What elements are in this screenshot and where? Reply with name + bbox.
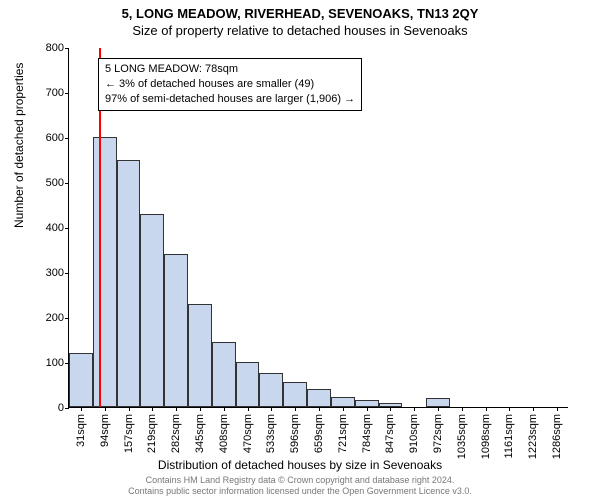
x-tick-label: 1098sqm [480,414,492,459]
x-tick-mark [367,407,368,411]
histogram-bar [331,397,355,407]
histogram-bar [212,342,236,407]
y-tick-mark [65,318,69,319]
x-axis-label: Distribution of detached houses by size … [0,458,600,472]
x-tick-label: 533sqm [265,414,277,453]
y-tick-label: 0 [24,402,64,414]
histogram-bar [236,362,260,407]
histogram-bar [355,400,379,407]
y-tick-label: 400 [24,222,64,234]
x-tick-mark [271,407,272,411]
x-tick-label: 721sqm [337,414,349,453]
x-tick-mark [533,407,534,411]
x-tick-mark [295,407,296,411]
y-tick-label: 100 [24,357,64,369]
x-tick-mark [319,407,320,411]
histogram-bar [140,214,164,408]
y-tick-label: 700 [24,87,64,99]
y-tick-label: 300 [24,267,64,279]
y-tick-label: 500 [24,177,64,189]
chart-area: 010020030040050060070080031sqm94sqm157sq… [68,48,568,408]
y-tick-mark [65,273,69,274]
x-tick-label: 219sqm [146,414,158,453]
x-tick-mark [176,407,177,411]
x-tick-mark [224,407,225,411]
y-tick-mark [65,138,69,139]
x-tick-label: 972sqm [432,414,444,453]
x-tick-label: 659sqm [313,414,325,453]
x-tick-label: 596sqm [289,414,301,453]
x-tick-label: 408sqm [218,414,230,453]
x-tick-mark [509,407,510,411]
x-tick-mark [486,407,487,411]
histogram-bar [188,304,212,408]
x-tick-label: 470sqm [242,414,254,453]
x-tick-label: 345sqm [194,414,206,453]
x-tick-label: 157sqm [123,414,135,453]
y-tick-mark [65,228,69,229]
x-tick-mark [81,407,82,411]
x-tick-mark [105,407,106,411]
histogram-bar [117,160,141,408]
y-tick-label: 800 [24,42,64,54]
x-tick-mark [390,407,391,411]
annotation-line-1: 5 LONG MEADOW: 78sqm [105,62,355,77]
x-tick-label: 910sqm [408,414,420,453]
y-tick-mark [65,183,69,184]
x-tick-mark [129,407,130,411]
footer-line-2: Contains public sector information licen… [0,486,600,497]
footer-line-1: Contains HM Land Registry data © Crown c… [0,475,600,486]
x-tick-mark [438,407,439,411]
histogram-bar [259,373,283,407]
y-tick-mark [65,93,69,94]
x-tick-mark [248,407,249,411]
x-tick-label: 31sqm [75,414,87,447]
y-tick-mark [65,48,69,49]
x-tick-mark [152,407,153,411]
annotation-box: 5 LONG MEADOW: 78sqm ← 3% of detached ho… [98,58,362,111]
histogram-bar [426,398,450,407]
page-subtitle: Size of property relative to detached ho… [0,21,600,38]
x-tick-label: 1035sqm [456,414,468,459]
annotation-line-3: 97% of semi-detached houses are larger (… [105,92,355,107]
annotation-line-2: ← 3% of detached houses are smaller (49) [105,77,355,92]
y-tick-label: 200 [24,312,64,324]
histogram-bar [283,382,307,407]
x-tick-label: 784sqm [361,414,373,453]
x-tick-label: 1223sqm [527,414,539,459]
x-tick-mark [200,407,201,411]
x-tick-label: 1286sqm [551,414,563,459]
x-tick-label: 94sqm [99,414,111,447]
histogram-bar [93,137,117,407]
footer-attribution: Contains HM Land Registry data © Crown c… [0,475,600,497]
x-tick-label: 282sqm [170,414,182,453]
x-tick-label: 847sqm [384,414,396,453]
y-tick-mark [65,408,69,409]
histogram-bar [307,389,331,407]
x-tick-label: 1161sqm [503,414,515,458]
x-tick-mark [557,407,558,411]
x-tick-mark [414,407,415,411]
x-tick-mark [462,407,463,411]
x-tick-mark [343,407,344,411]
y-tick-label: 600 [24,132,64,144]
histogram-bar [164,254,188,407]
page-title-address: 5, LONG MEADOW, RIVERHEAD, SEVENOAKS, TN… [0,0,600,21]
histogram-bar [69,353,93,407]
